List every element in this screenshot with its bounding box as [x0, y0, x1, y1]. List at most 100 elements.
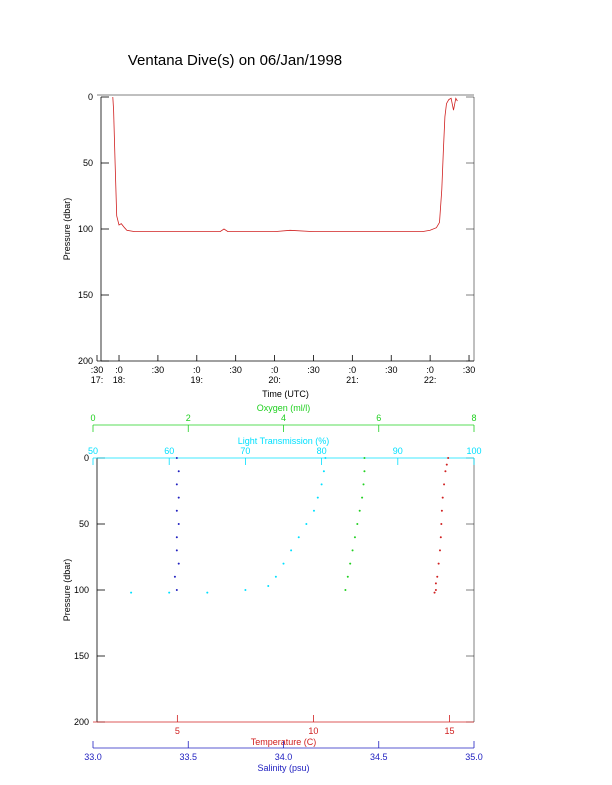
data-point [440, 509, 443, 512]
x-tick-label: 2 [186, 413, 191, 423]
data-point [443, 483, 446, 486]
data-point [444, 470, 447, 473]
x-tick-label: 18: [113, 375, 126, 385]
y-tick-label: 50 [83, 158, 93, 168]
data-point [351, 549, 354, 552]
data-point [362, 483, 365, 486]
x-axis-label: Oxygen (ml/l) [257, 403, 311, 413]
x-tick-label: 100 [466, 446, 481, 456]
pressure-line [112, 96, 458, 232]
x-tick-label: :0 [271, 365, 279, 375]
y-tick-label: 200 [78, 356, 93, 366]
x-axis-label: Time (UTC) [262, 389, 309, 399]
x-tick-label: 10 [308, 726, 318, 736]
data-point [305, 523, 308, 525]
data-point [434, 589, 437, 591]
y-tick-label: 100 [78, 224, 93, 234]
data-point [297, 536, 300, 539]
data-point [175, 509, 178, 512]
x-tick-label: 20: [268, 375, 281, 385]
x-tick-label: :0 [426, 365, 434, 375]
data-point [358, 509, 361, 512]
data-point [177, 562, 180, 565]
y-tick-label: 50 [79, 519, 89, 529]
data-point [206, 591, 209, 594]
data-point [439, 536, 442, 539]
data-point [177, 496, 180, 499]
data-point [322, 470, 325, 473]
data-point [177, 523, 180, 525]
x-tick-label: :30 [385, 365, 398, 375]
data-point [175, 536, 178, 539]
data-point [434, 582, 437, 585]
x-tick-label: 0 [90, 413, 95, 423]
x-tick-label: 17: [91, 375, 104, 385]
x-tick-label: :30 [229, 365, 242, 375]
data-point [168, 591, 171, 594]
x-tick-label: :30 [307, 365, 320, 375]
x-tick-label: :30 [463, 365, 476, 375]
data-point [267, 585, 270, 588]
data-point [445, 463, 448, 466]
x-tick-label: :30 [91, 365, 104, 375]
x-tick-label: 5 [175, 726, 180, 736]
x-tick-label: 35.0 [465, 752, 483, 762]
y-tick-label: 200 [74, 717, 89, 727]
data-point [346, 575, 349, 578]
data-point [290, 549, 293, 552]
y-tick-label: 0 [88, 92, 93, 102]
data-point [177, 470, 180, 473]
data-point [353, 536, 356, 539]
x-tick-label: 6 [376, 413, 381, 423]
data-point [175, 589, 178, 591]
data-point [356, 523, 359, 525]
data-point [324, 457, 327, 459]
x-tick-label: 34.0 [275, 752, 293, 762]
data-point [349, 562, 352, 565]
y-tick-label: 0 [84, 453, 89, 463]
x-tick-label: 90 [393, 446, 403, 456]
x-tick-label: 50 [88, 446, 98, 456]
x-tick-label: :0 [193, 365, 201, 375]
x-tick-label: 4 [281, 413, 286, 423]
x-axis-label: Light Transmission (%) [238, 436, 330, 446]
x-tick-label: 33.0 [84, 752, 102, 762]
data-point [436, 575, 439, 578]
data-point [441, 496, 444, 499]
data-point [130, 591, 133, 594]
x-tick-label: :0 [115, 365, 123, 375]
data-point [438, 549, 441, 552]
data-point [363, 457, 366, 459]
data-point [316, 496, 319, 499]
x-tick-label: 70 [240, 446, 250, 456]
data-point [437, 562, 440, 565]
x-tick-label: :0 [349, 365, 357, 375]
data-point [447, 457, 450, 459]
page-title: Ventana Dive(s) on 06/Jan/1998 [128, 52, 342, 69]
x-tick-label: :30 [152, 365, 165, 375]
x-tick-label: 33.5 [179, 752, 197, 762]
data-point [244, 589, 247, 591]
data-point [361, 496, 364, 499]
x-tick-label: 21: [346, 375, 359, 385]
x-tick-label: 19: [191, 375, 204, 385]
data-point [175, 549, 178, 552]
y-axis-label: Pressure (dbar) [62, 559, 72, 622]
data-point [320, 483, 323, 486]
y-tick-label: 150 [74, 651, 89, 661]
y-tick-label: 100 [74, 585, 89, 595]
data-point [274, 575, 277, 578]
x-tick-label: 22: [424, 375, 437, 385]
x-axis-label: Salinity (psu) [257, 763, 309, 773]
data-point [440, 523, 443, 525]
y-tick-label: 150 [78, 290, 93, 300]
data-point [173, 575, 176, 578]
data-point [312, 509, 315, 512]
data-point [282, 562, 285, 565]
data-point [433, 591, 436, 594]
y-axis-label: Pressure (dbar) [62, 198, 72, 261]
x-tick-label: 60 [164, 446, 174, 456]
x-tick-label: 80 [317, 446, 327, 456]
data-point [175, 457, 178, 459]
